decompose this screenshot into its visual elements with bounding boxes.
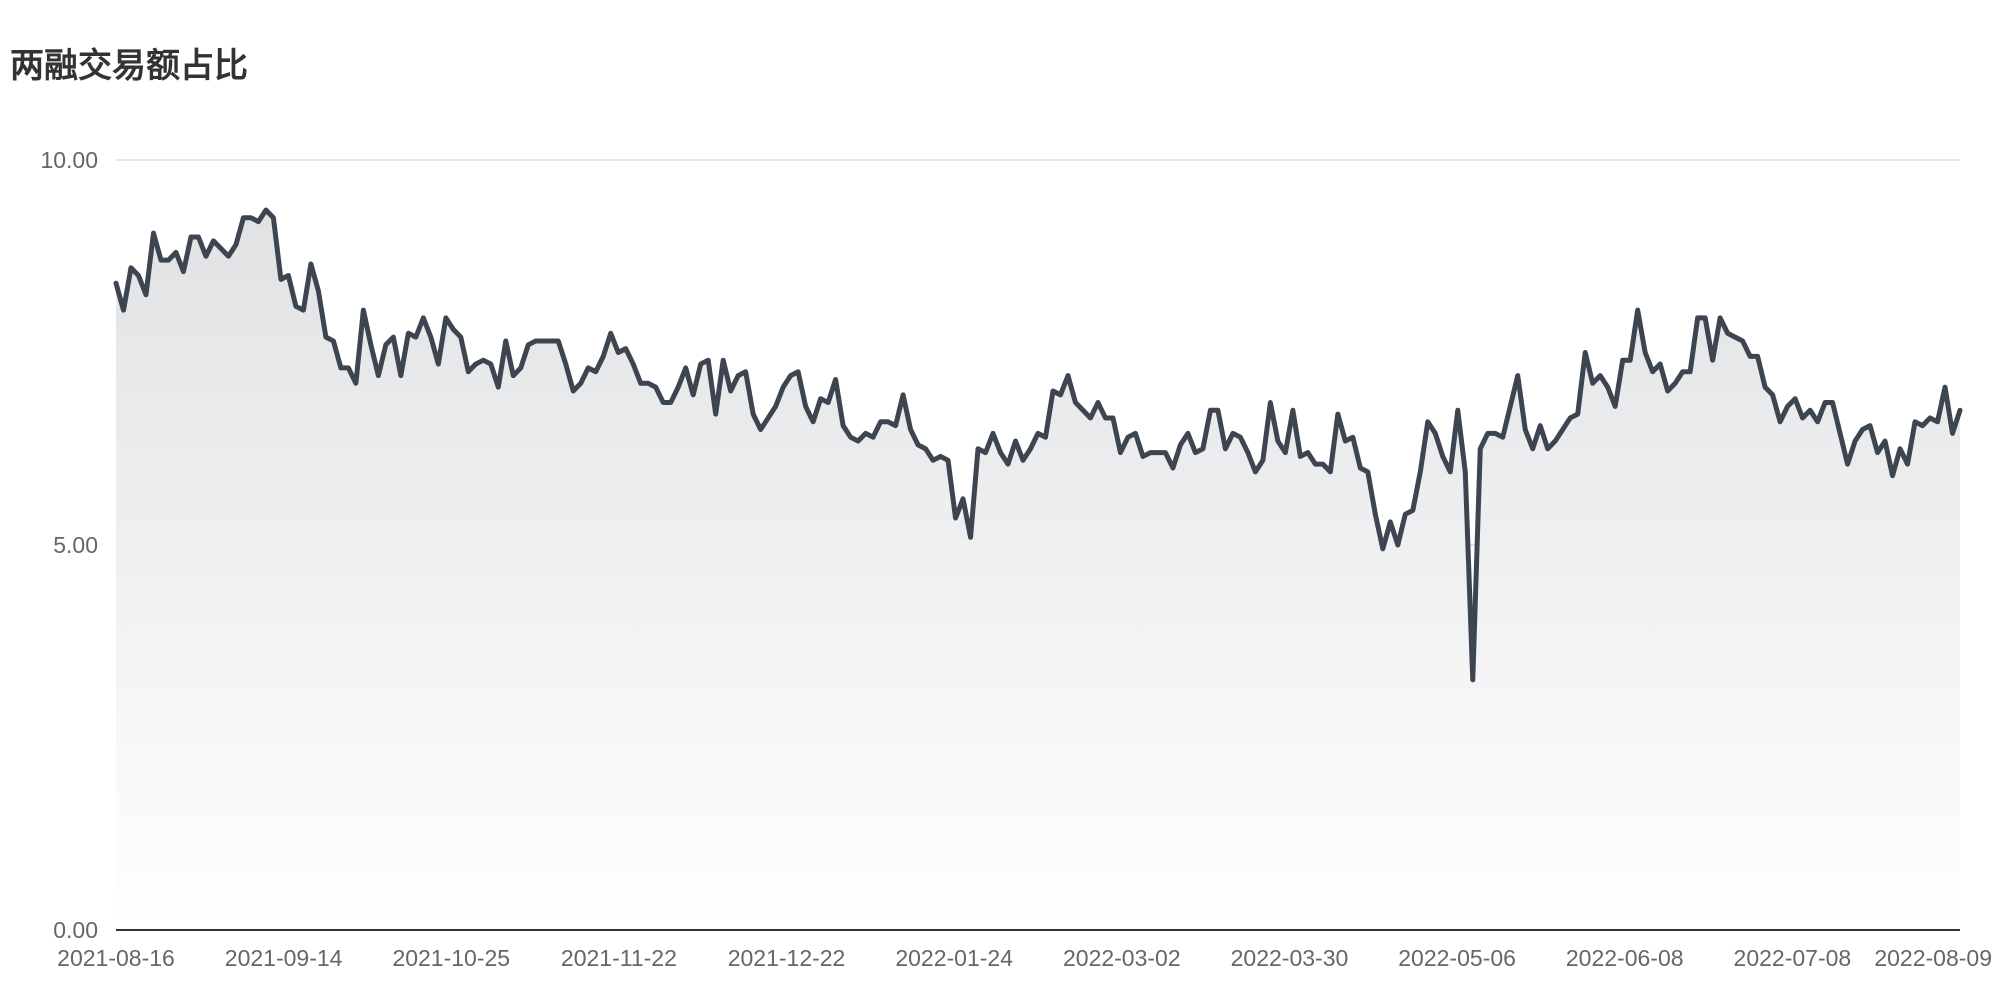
x-tick-label: 2022-03-02 [1063,945,1181,971]
x-tick-label: 2022-07-08 [1734,945,1852,971]
x-tick-label: 2022-03-30 [1231,945,1349,971]
area-path [116,210,1960,931]
x-tick-label: 2021-09-14 [225,945,343,971]
series-line [113,207,1963,683]
x-tick-label: 2021-11-22 [561,945,677,971]
y-tick-label: 10.00 [40,147,98,173]
y-tick-labels: 10.00 5.00 0.00 [40,147,98,943]
x-tick-label: 2022-08-09 [1874,945,1992,971]
x-tick-label: 2022-01-24 [895,945,1013,971]
x-tick-label: 2021-10-25 [392,945,510,971]
chart-title: 两融交易额占比 [10,46,248,86]
x-tick-labels: 2021-08-16 2021-09-14 2021-10-25 2021-11-22… [57,945,1992,971]
x-tick-label: 2022-06-08 [1566,945,1684,971]
y-tick-label: 0.00 [53,917,98,943]
y-tick-label: 5.00 [53,532,98,558]
x-tick-label: 2022-05-06 [1398,945,1516,971]
x-tick-label: 2021-08-16 [57,945,175,971]
area-fill [116,210,1960,931]
series-line-path [113,207,1963,683]
x-tick-label: 2021-12-22 [728,945,846,971]
